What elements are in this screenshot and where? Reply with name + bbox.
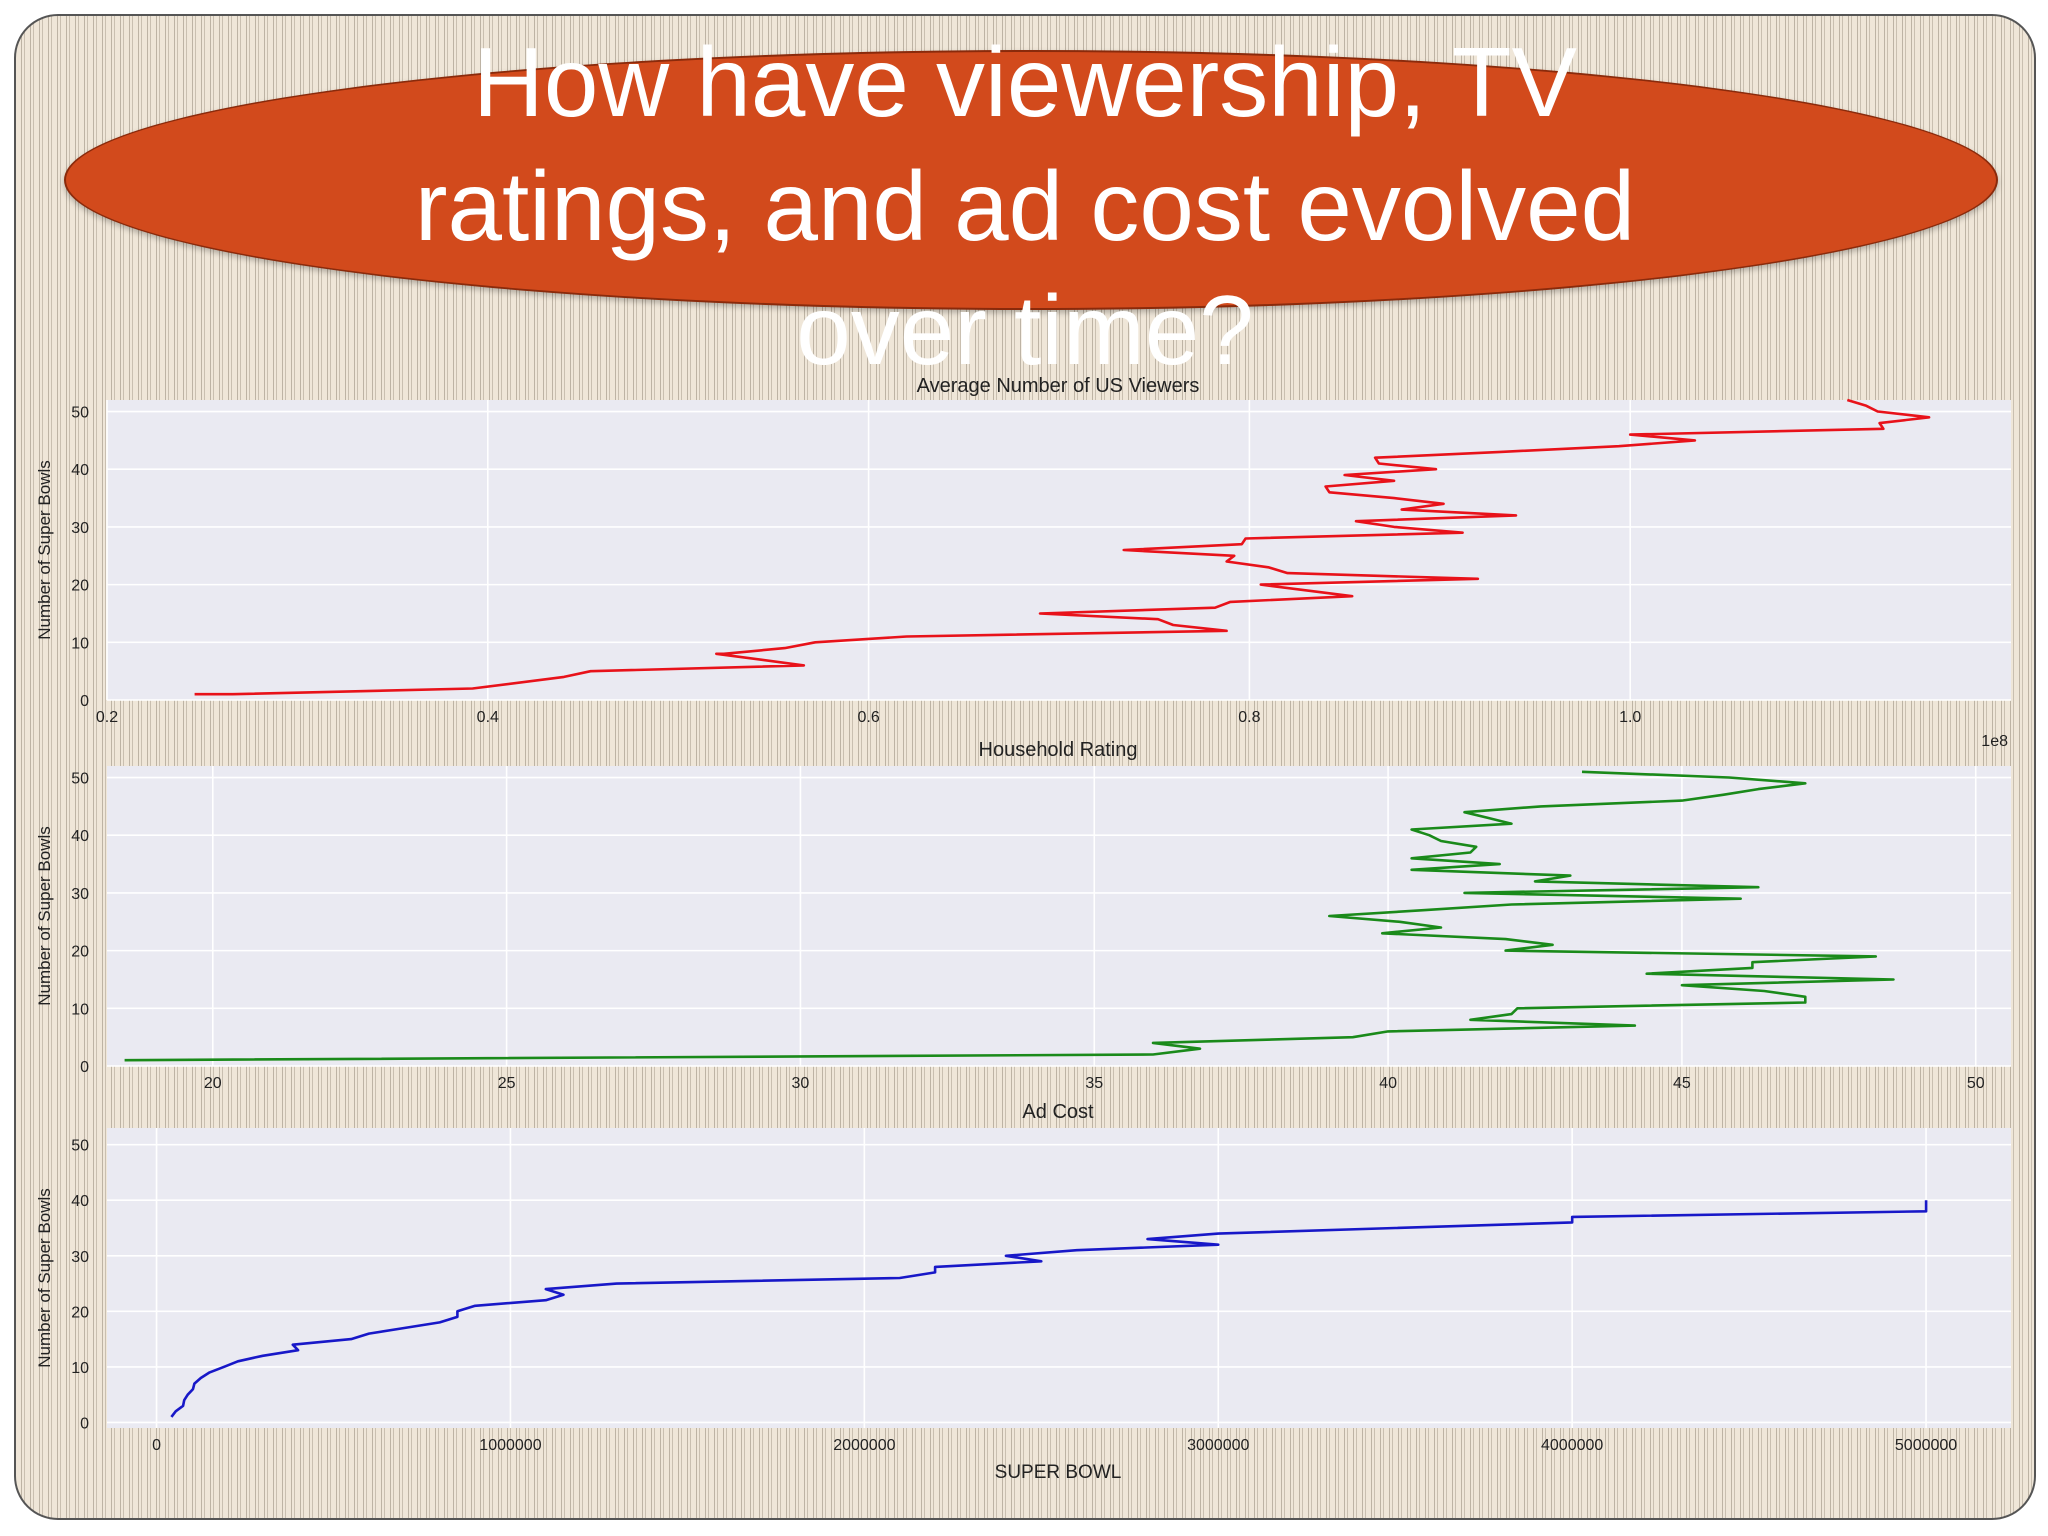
- x-tick-label: 0.8: [1238, 709, 1260, 726]
- y-tick-label: 0: [80, 1059, 89, 1076]
- y-tick-label: 30: [71, 520, 89, 537]
- y-tick-label: 10: [71, 1360, 89, 1377]
- x-tick-label: 4000000: [1541, 1437, 1603, 1454]
- y-tick-label: 10: [71, 1001, 89, 1018]
- x-tick-label: 1000000: [479, 1437, 541, 1454]
- y-tick-label: 0: [80, 693, 89, 710]
- chart-title: Household Rating: [979, 739, 1138, 761]
- x-tick-label: 30: [792, 1075, 810, 1092]
- x-axis-label: SUPER BOWL: [995, 1462, 1122, 1483]
- x-tick-label: 0.2: [96, 709, 118, 726]
- x-tick-label: 1.0: [1619, 709, 1641, 726]
- x-tick-label: 0: [152, 1437, 161, 1454]
- y-axis-label: Number of Super Bowls: [35, 826, 54, 1006]
- x-tick-label: 5000000: [1895, 1437, 1957, 1454]
- y-tick-label: 30: [71, 886, 89, 903]
- y-tick-label: 0: [80, 1415, 89, 1432]
- y-tick-label: 40: [71, 1193, 89, 1210]
- y-tick-label: 20: [71, 944, 89, 961]
- plot-area: [107, 400, 2011, 700]
- x-tick-label: 20: [204, 1075, 222, 1092]
- chart-title: Average Number of US Viewers: [917, 375, 1200, 397]
- y-tick-label: 20: [71, 1304, 89, 1321]
- y-axis-label: Number of Super Bowls: [35, 460, 54, 640]
- y-tick-label: 50: [71, 771, 89, 788]
- series-line: [194, 398, 1931, 696]
- plot-area: [107, 766, 2011, 1066]
- slide-title: How have viewership, TV ratings, and ad …: [16, 20, 2034, 392]
- y-tick-label: 50: [71, 405, 89, 422]
- y-tick-label: 50: [71, 1138, 89, 1155]
- x-offset-label: 1e8: [1981, 733, 2008, 750]
- y-axis-label: Number of Super Bowls: [35, 1188, 54, 1368]
- slide-title-line: How have viewership, TV: [473, 27, 1577, 137]
- x-tick-label: 0.4: [477, 709, 499, 726]
- y-tick-label: 30: [71, 1249, 89, 1266]
- chart-title: Ad Cost: [1022, 1101, 1094, 1123]
- y-tick-label: 40: [71, 828, 89, 845]
- slide-title-line: over time?: [796, 275, 1254, 385]
- x-tick-label: 2000000: [833, 1437, 895, 1454]
- title-ellipse: [64, 50, 1998, 310]
- x-tick-label: 35: [1085, 1075, 1103, 1092]
- x-tick-label: 50: [1967, 1075, 1985, 1092]
- series-line: [124, 770, 1895, 1062]
- y-tick-label: 40: [71, 462, 89, 479]
- y-tick-label: 20: [71, 578, 89, 595]
- x-tick-label: 0.6: [857, 709, 879, 726]
- x-tick-label: 45: [1673, 1075, 1691, 1092]
- x-tick-label: 40: [1379, 1075, 1397, 1092]
- slide-title-line: ratings, and ad cost evolved: [414, 151, 1636, 261]
- series-line: [170, 1200, 1928, 1418]
- y-tick-label: 10: [71, 635, 89, 652]
- plot-area: [107, 1128, 2011, 1428]
- x-tick-label: 3000000: [1187, 1437, 1249, 1454]
- x-tick-label: 25: [498, 1075, 516, 1092]
